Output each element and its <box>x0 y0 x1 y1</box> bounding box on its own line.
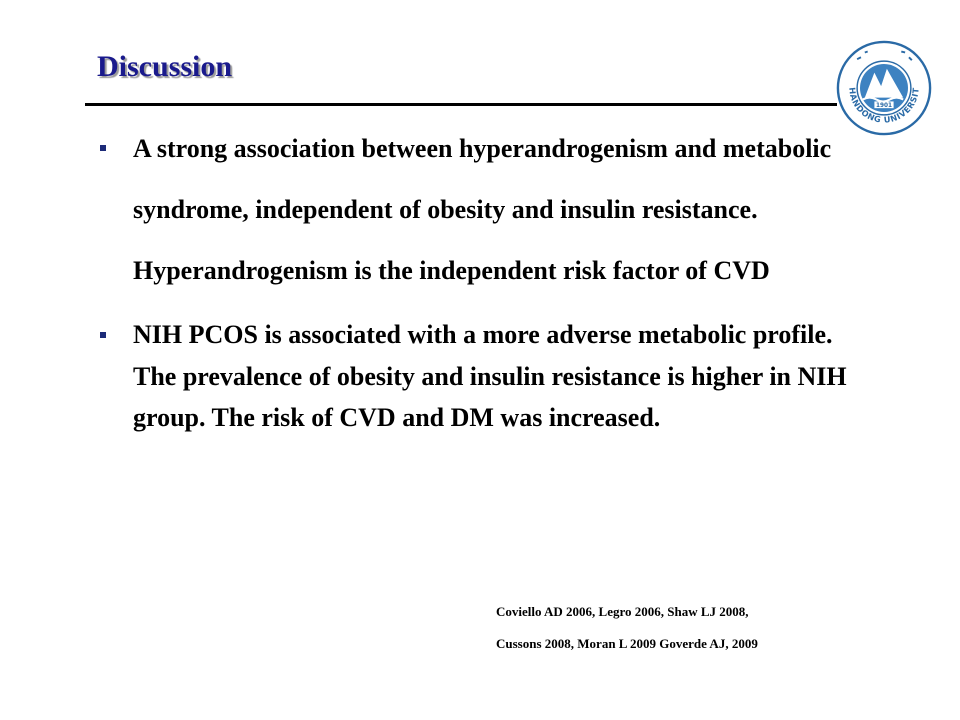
reference-line: Cussons 2008, Moran L 2009 Goverde AJ, 2… <box>496 636 758 651</box>
slide-title: Discussion <box>97 50 233 83</box>
bullet-item: A strong association between hyperandrog… <box>100 118 880 301</box>
bullet-text: NIH PCOS is associated with a more adver… <box>133 320 847 432</box>
reference-line: Coviello AD 2006, Legro 2006, Shaw LJ 20… <box>496 604 749 619</box>
title-underline <box>85 103 837 106</box>
bullet-marker-icon <box>100 332 106 338</box>
university-logo-icon: 1901 SHANDONG UNIVERSITY <box>836 40 932 136</box>
bullet-marker-icon <box>100 145 106 151</box>
bullet-list: A strong association between hyperandrog… <box>100 118 880 439</box>
bullet-item: NIH PCOS is associated with a more adver… <box>100 314 880 439</box>
bullet-text: A strong association between hyperandrog… <box>133 134 832 285</box>
logo-year: 1901 <box>876 103 892 109</box>
